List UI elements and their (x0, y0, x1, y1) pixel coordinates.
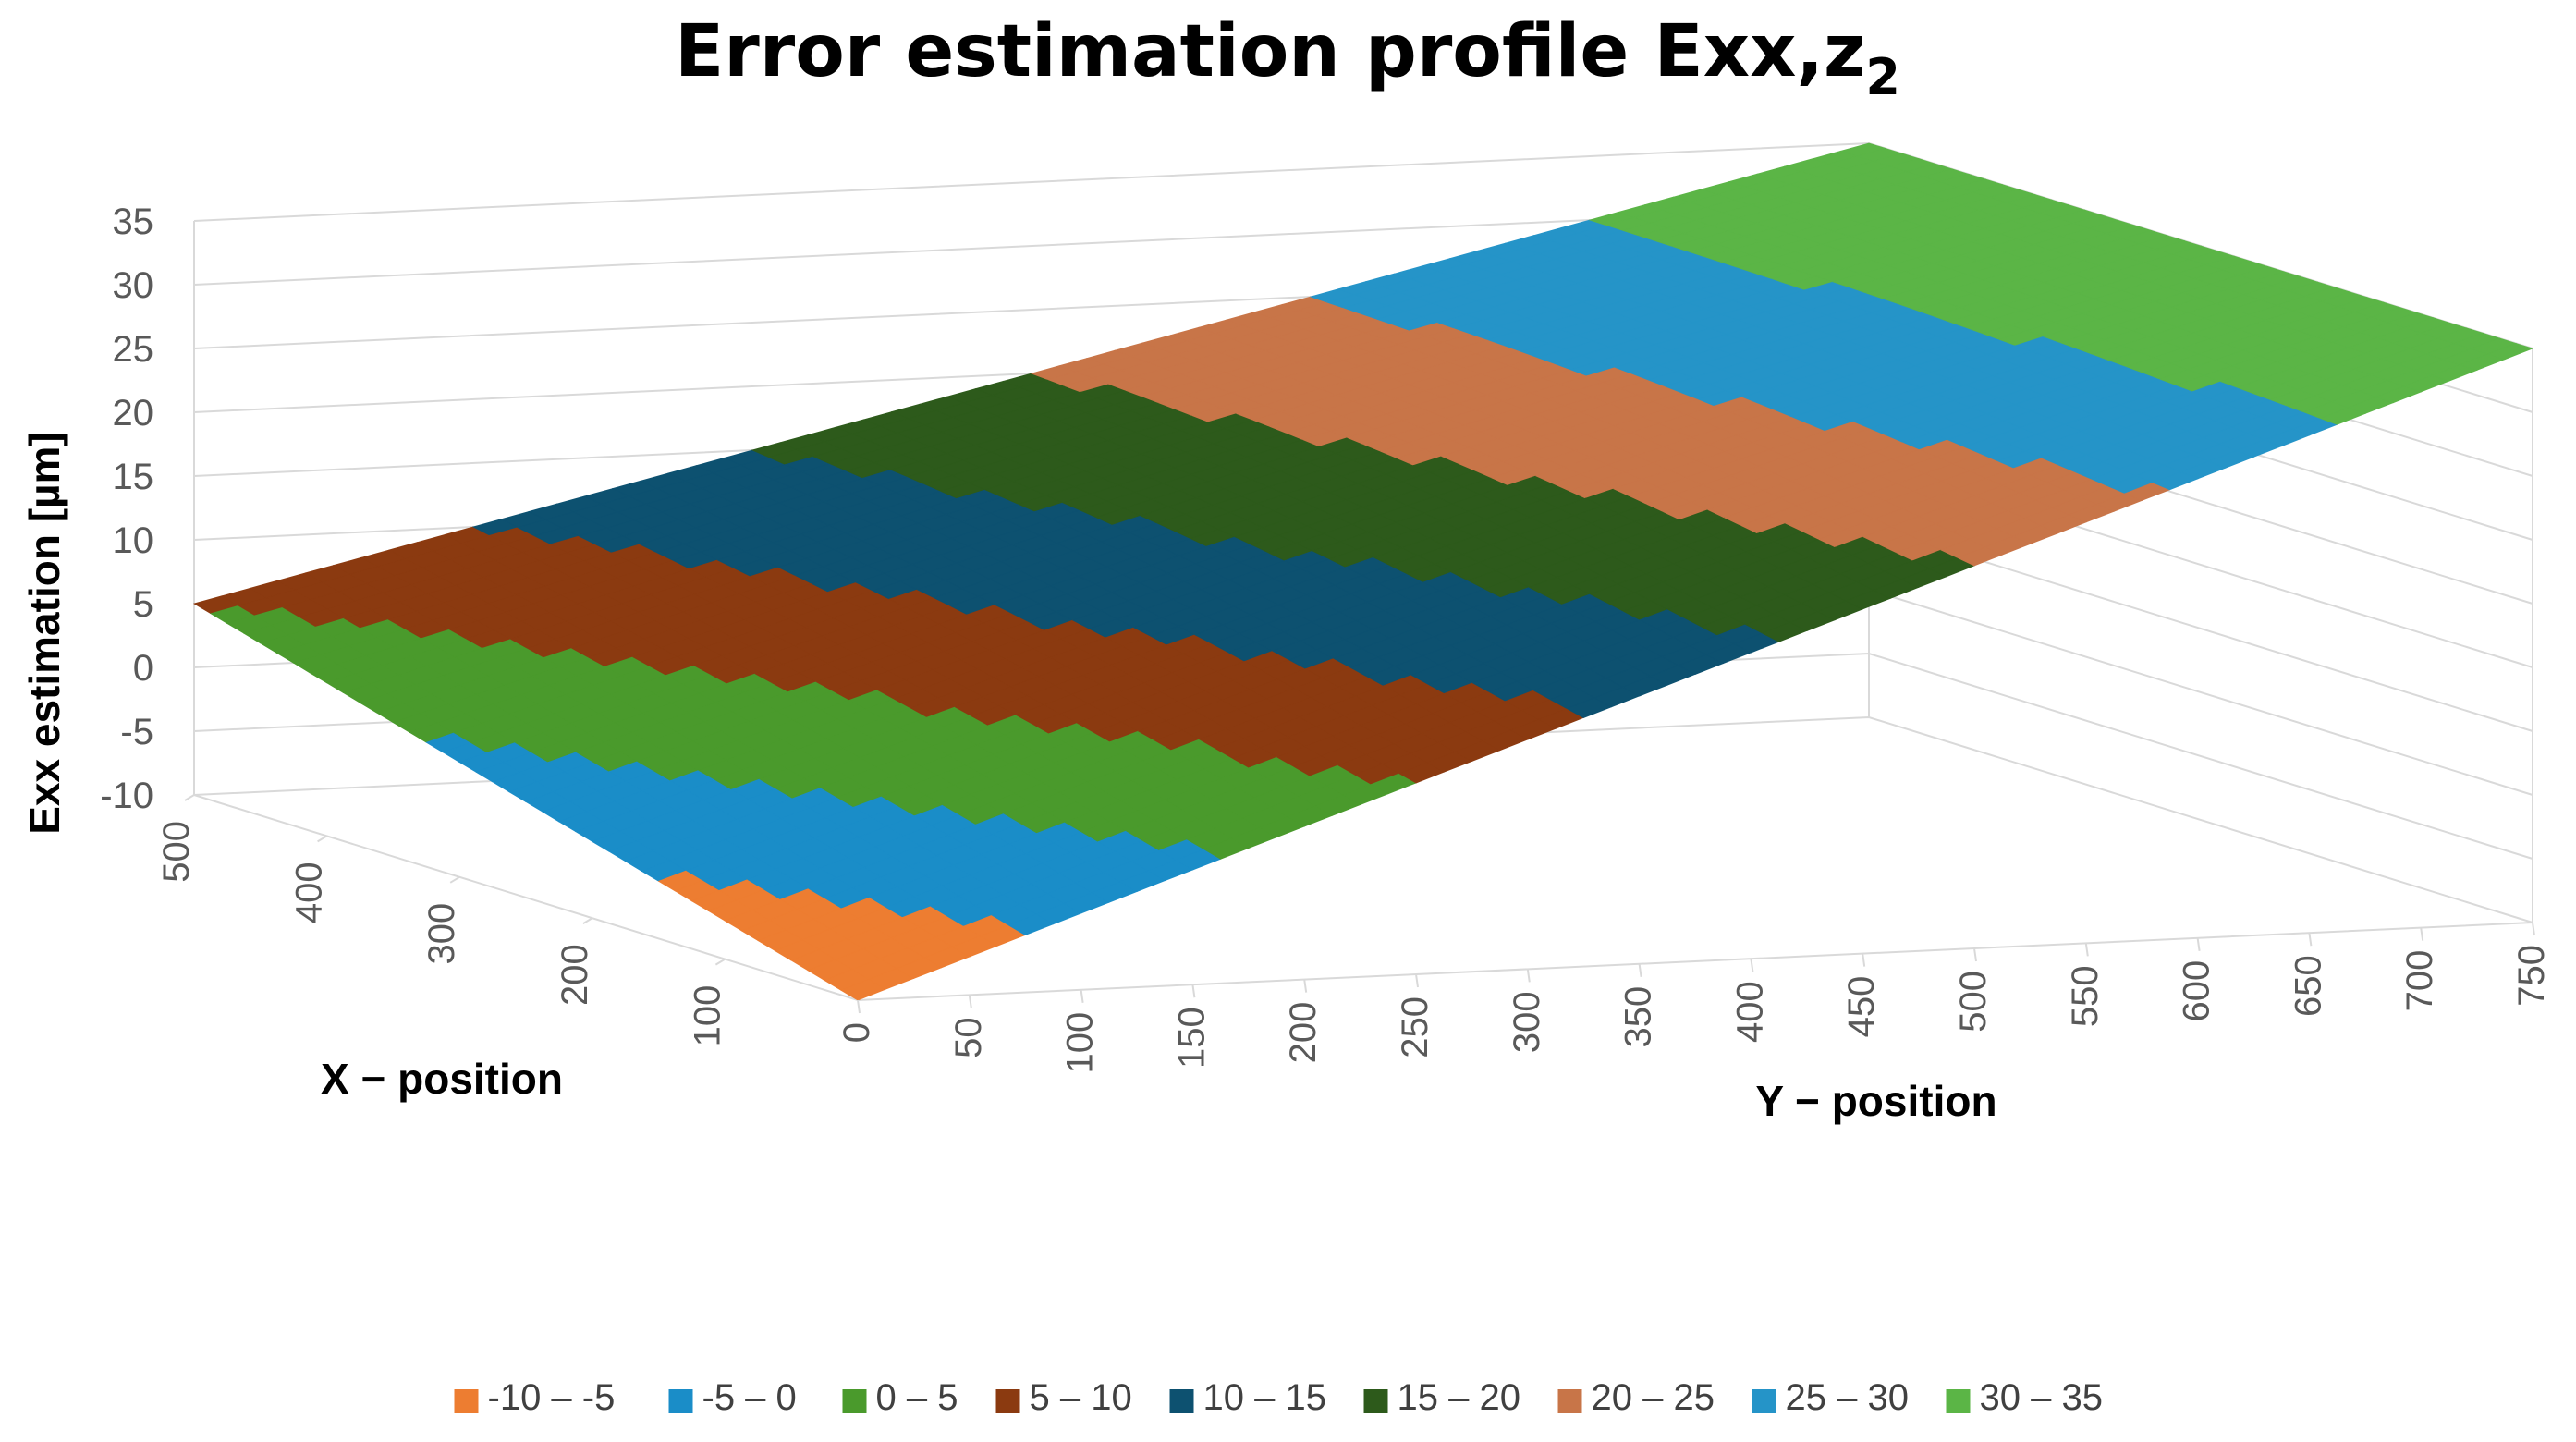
y-tick-mark (857, 999, 861, 1014)
legend-label: 5 – 10 (1030, 1377, 1132, 1418)
legend-label: 0 – 5 (876, 1377, 958, 1418)
legend-item: -10 – -5 (454, 1377, 616, 1418)
x-tick-mark (582, 917, 593, 925)
legend-label: 15 – 20 (1398, 1377, 1520, 1418)
z-tick-label: 20 (113, 393, 154, 434)
legend-swatch (454, 1389, 479, 1413)
legend-swatch (668, 1389, 693, 1413)
y-tick-mark (2532, 922, 2535, 936)
legend-swatch (1752, 1389, 1776, 1413)
legend-swatch (1557, 1389, 1582, 1413)
legend-label: 25 – 30 (1786, 1377, 1909, 1418)
x-tick-mark (317, 835, 328, 843)
y-tick-mark (1750, 959, 1754, 972)
z-tick-label: 10 (113, 520, 154, 561)
y-tick-mark (2308, 933, 2313, 947)
y-tick-mark (1526, 969, 1531, 983)
z-tick-label: 0 (133, 648, 153, 689)
legend-swatch (1169, 1389, 1194, 1413)
x-tick-label: 300 (421, 903, 462, 965)
y-tick-label: 450 (1841, 976, 1882, 1038)
y-axis-tick-labels: 0 50 100 150 200 250 300 350 400 450 500 550 600 650 7… (836, 922, 2552, 1074)
z-axis-title: Exx estimation [µm] (20, 432, 68, 835)
legend-swatch (842, 1389, 867, 1413)
y-tick-label: 100 (1060, 1012, 1101, 1074)
z-tick-label: 30 (113, 265, 154, 306)
y-tick-label: 500 (1953, 971, 1994, 1033)
z-tick-label: 5 (133, 584, 153, 625)
y-tick-mark (2196, 937, 2201, 951)
y-tick-label: 0 (836, 1022, 877, 1043)
y-tick-mark (1191, 984, 1196, 998)
x-tick-mark (449, 875, 460, 884)
x-tick-label: 200 (555, 944, 595, 1006)
y-tick-label: 200 (1283, 1002, 1324, 1064)
z-axis-tick-labels: 35 30 25 20 15 10 5 0 -5 -10 (100, 202, 153, 816)
y-tick-mark (1973, 947, 1977, 962)
y-tick-label: 650 (2288, 955, 2328, 1017)
legend-swatch (995, 1389, 1020, 1413)
legend-swatch (1946, 1389, 1971, 1413)
legend-label: -10 – -5 (488, 1377, 616, 1418)
z-tick-label: 15 (113, 457, 154, 497)
legend-item: 5 – 10 (995, 1377, 1132, 1418)
y-tick-label: 50 (948, 1017, 989, 1058)
x-axis-tick-labels: 500 400 300 200 100 (156, 794, 727, 1047)
legend: -10 – -5 -5 – 0 0 – 5 5 – 10 10 – 15 15 – 20 2… (454, 1377, 2103, 1418)
z-tick-label: 35 (113, 202, 154, 242)
y-tick-label: 400 (1729, 981, 1770, 1043)
legend-item: 10 – 15 (1169, 1377, 1326, 1418)
x-tick-label: 400 (289, 862, 330, 923)
legend-item: 25 – 30 (1752, 1377, 1909, 1418)
legend-label: 10 – 15 (1203, 1377, 1326, 1418)
legend-label: 20 – 25 (1592, 1377, 1715, 1418)
y-tick-label: 300 (1507, 991, 1547, 1053)
legend-item: -5 – 0 (668, 1377, 797, 1418)
x-tick-mark (184, 794, 195, 801)
y-tick-mark (1415, 973, 1419, 988)
legend-item: 30 – 35 (1946, 1377, 2103, 1418)
y-tick-mark (1303, 979, 1308, 993)
y-tick-label: 150 (1171, 1007, 1212, 1069)
legend-item: 20 – 25 (1557, 1377, 1715, 1418)
surface (192, 142, 2534, 1001)
y-tick-label: 600 (2177, 960, 2217, 1022)
legend-label: 30 – 35 (1980, 1377, 2103, 1418)
legend-label: -5 – 0 (702, 1377, 797, 1418)
x-axis-title: X − position (321, 1055, 563, 1103)
y-tick-mark (1080, 989, 1084, 1003)
x-tick-label: 500 (156, 821, 197, 883)
y-tick-mark (1638, 963, 1642, 977)
y-tick-mark (2420, 927, 2424, 941)
y-axis-title: Y − position (1755, 1077, 1996, 1125)
y-tick-mark (968, 995, 972, 1008)
z-tick-label: -10 (100, 776, 153, 816)
y-tick-label: 750 (2511, 945, 2552, 1007)
z-tick-label: 25 (113, 329, 154, 370)
y-tick-label: 350 (1618, 986, 1659, 1048)
x-tick-label: 100 (687, 985, 727, 1047)
y-tick-mark (2084, 943, 2089, 957)
y-tick-label: 550 (2065, 965, 2106, 1027)
legend-swatch (1363, 1389, 1388, 1413)
chart-title-subscript: 2 (1865, 48, 1900, 106)
x-tick-mark (714, 958, 726, 966)
legend-item: 0 – 5 (842, 1377, 958, 1418)
z-tick-label: -5 (120, 712, 153, 752)
legend-item: 15 – 20 (1363, 1377, 1520, 1418)
chart-title-main: Error estimation profile Exx,z (675, 10, 1865, 93)
y-tick-mark (1862, 953, 1866, 967)
y-tick-label: 700 (2399, 950, 2440, 1012)
chart-title: Error estimation profile Exx,z2 (675, 10, 1900, 106)
surface-cell (2486, 343, 2534, 360)
y-tick-label: 250 (1395, 996, 1435, 1058)
